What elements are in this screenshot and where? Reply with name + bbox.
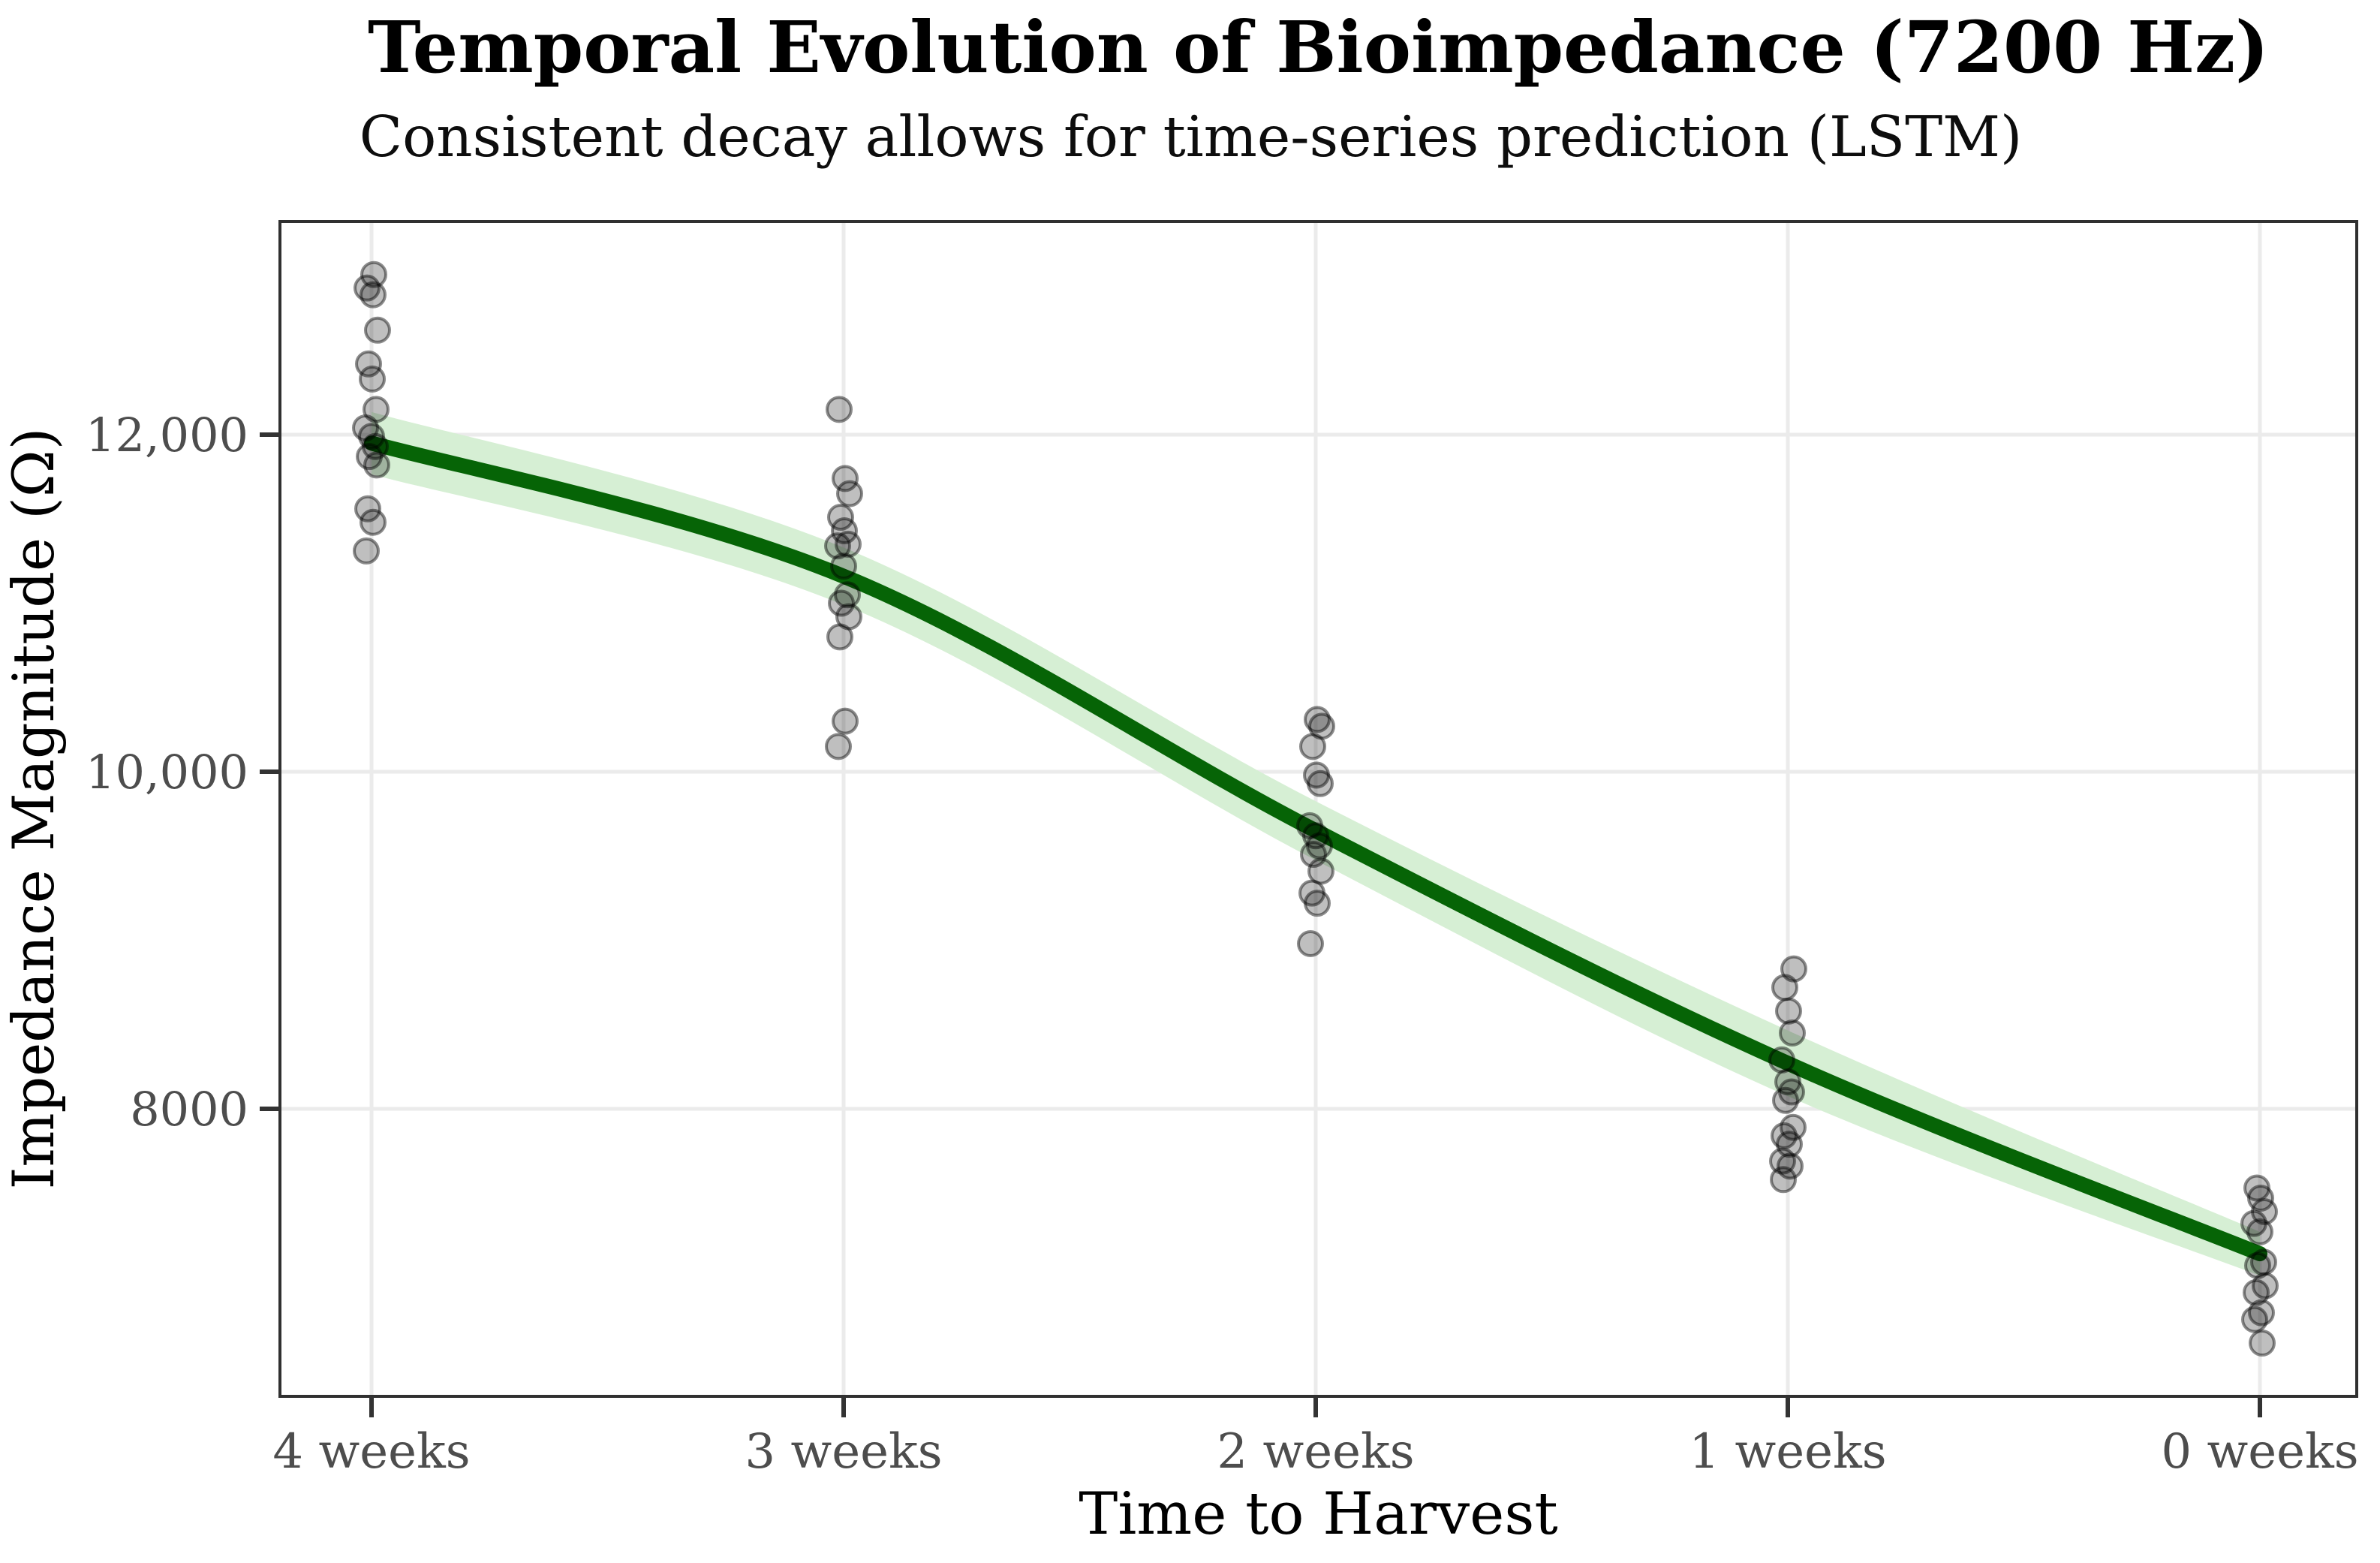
data-point — [831, 516, 858, 544]
y-axis-title: Impedance Magnitude (Ω) — [0, 427, 67, 1190]
data-point — [1299, 733, 1326, 760]
data-point — [352, 414, 379, 442]
data-point — [1304, 890, 1331, 917]
data-point — [832, 465, 859, 492]
data-point — [1771, 974, 1798, 1001]
data-point — [358, 423, 385, 450]
data-point — [362, 432, 389, 460]
data-point — [830, 553, 857, 580]
data-point — [359, 365, 386, 393]
data-point — [1307, 857, 1334, 885]
data-point — [1768, 1046, 1795, 1074]
data-point — [832, 707, 859, 735]
data-point — [825, 733, 852, 760]
data-point — [836, 480, 863, 507]
trend-line — [364, 435, 2267, 1262]
data-point — [363, 396, 390, 423]
data-point — [2241, 1306, 2268, 1333]
data-point — [355, 350, 382, 378]
data-point — [360, 260, 387, 288]
data-point — [2240, 1209, 2267, 1237]
data-point — [1780, 1113, 1807, 1141]
data-point — [826, 396, 853, 423]
data-point — [1776, 1131, 1803, 1158]
data-point — [360, 508, 387, 536]
data-point — [2243, 1278, 2270, 1306]
data-point — [1296, 812, 1323, 839]
data-point — [1769, 1147, 1796, 1175]
y-tick-label: 8000 — [130, 1082, 248, 1137]
data-point — [2252, 1272, 2279, 1299]
data-point — [1778, 1078, 1805, 1106]
data-point — [354, 274, 381, 302]
data-point — [1302, 822, 1329, 850]
data-point — [827, 504, 854, 532]
data-point — [1774, 1068, 1801, 1096]
data-point — [1308, 712, 1335, 740]
data-point — [364, 316, 391, 344]
data-point — [1304, 706, 1331, 733]
data-point — [2246, 1218, 2273, 1245]
panel-border — [278, 220, 2358, 1398]
data-point — [354, 495, 381, 523]
data-point — [360, 281, 387, 309]
data-point — [1777, 1152, 1804, 1180]
data-point — [1772, 1086, 1799, 1114]
data-point — [2250, 1248, 2277, 1276]
data-point — [1300, 841, 1327, 869]
chart-title: Temporal Evolution of Bioimpedance (7200… — [368, 6, 2269, 89]
x-tick-label: 0 weeks — [2161, 1424, 2358, 1480]
y-tick-label: 10,000 — [86, 745, 248, 800]
data-point — [828, 589, 855, 617]
x-axis-title: Time to Harvest — [1079, 1480, 1558, 1548]
data-point — [353, 537, 380, 565]
data-point — [2243, 1174, 2270, 1202]
data-point — [2251, 1197, 2278, 1225]
data-point — [2244, 1251, 2271, 1279]
data-point — [1298, 879, 1325, 907]
data-point — [826, 623, 853, 651]
data-point — [1775, 997, 1802, 1025]
data-point — [356, 443, 383, 471]
data-point — [834, 581, 861, 609]
data-point — [1771, 1122, 1798, 1149]
x-tick-label: 1 weeks — [1689, 1424, 1886, 1480]
data-point — [1780, 955, 1807, 983]
data-point — [1770, 1166, 1797, 1194]
data-point — [1306, 832, 1333, 860]
data-point — [835, 603, 862, 631]
data-point — [835, 530, 862, 558]
data-point — [824, 532, 851, 560]
data-point — [1297, 929, 1324, 957]
data-point — [1307, 769, 1334, 797]
x-tick-label: 4 weeks — [272, 1424, 470, 1480]
data-point — [2249, 1330, 2276, 1357]
data-point — [363, 451, 390, 479]
y-tick-label: 12,000 — [86, 408, 248, 462]
data-point — [2247, 1184, 2274, 1212]
x-tick-label: 3 weeks — [745, 1424, 942, 1480]
data-point — [2248, 1299, 2275, 1327]
x-tick-label: 2 weeks — [1217, 1424, 1414, 1480]
data-point — [1303, 761, 1330, 789]
data-point — [1779, 1019, 1806, 1047]
chart-subtitle: Consistent decay allows for time-series … — [359, 104, 2023, 170]
